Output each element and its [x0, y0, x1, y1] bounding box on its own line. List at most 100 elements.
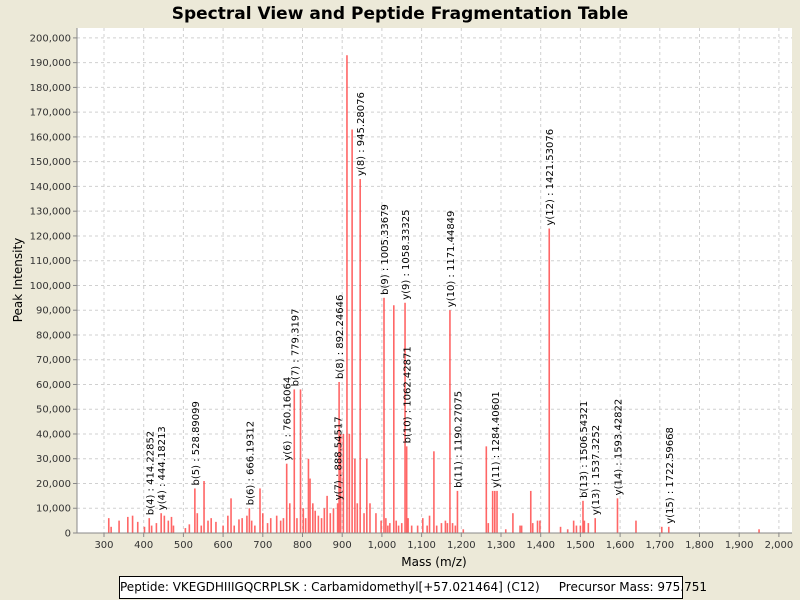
peak-bar	[227, 515, 229, 533]
peak-bar	[579, 525, 582, 533]
peak-bar	[504, 529, 507, 533]
y-tick-label: 190,000	[30, 58, 71, 69]
peak-bar	[407, 518, 409, 533]
peak-annotation: b(6) : 666.19312	[245, 421, 256, 505]
x-tick-label: 1,200	[447, 540, 476, 551]
peak-bar	[400, 523, 403, 533]
peak-annotation: y(13) : 1537.3252	[591, 425, 602, 515]
peak-bar	[529, 490, 532, 533]
peak-bar	[383, 297, 385, 533]
peak-annotation: y(4) : 444.18213	[157, 426, 168, 510]
peak-bar	[531, 523, 534, 533]
peak-bar	[259, 488, 261, 533]
peak-bar	[346, 55, 348, 533]
y-tick-label: 100,000	[30, 281, 71, 292]
peak-bar	[456, 490, 459, 533]
peak-annotation: b(5) : 528.89099	[191, 401, 202, 485]
peak-bar	[269, 518, 272, 533]
peak-bar	[435, 525, 438, 533]
peak-bar	[275, 515, 278, 533]
peak-bar	[279, 520, 282, 533]
y-tick-label: 90,000	[36, 306, 71, 317]
peak-annotation: y(8) : 945.28076	[356, 92, 367, 176]
peak-bar	[200, 525, 203, 533]
peak-bar	[323, 508, 326, 533]
chart-title: Spectral View and Peptide Fragmentation …	[171, 4, 629, 24]
peak-bar	[389, 523, 391, 533]
y-axis-label: Peak Intensity	[11, 238, 25, 323]
peak-annotation: b(9) : 1005.33679	[380, 204, 391, 295]
peak-bar	[246, 515, 248, 533]
y-tick-label: 180,000	[30, 83, 71, 94]
peak-bar	[118, 520, 120, 533]
peak-bar	[282, 518, 285, 533]
peak-bar	[215, 521, 217, 533]
peak-bar	[462, 529, 465, 533]
peak-bar	[110, 526, 112, 533]
peak-bar	[369, 503, 371, 533]
peak-bar	[167, 520, 170, 533]
peak-bar	[359, 179, 361, 534]
x-tick-label: 500	[174, 540, 193, 551]
peak-bar	[416, 525, 419, 533]
peak-annotation: y(6) : 760.16064	[283, 377, 294, 461]
peak-annotation: b(8) : 892.24646	[335, 295, 346, 379]
peak-bar	[261, 513, 264, 533]
peak-bar	[536, 520, 539, 533]
peak-bar	[433, 451, 435, 533]
peak-bar	[348, 433, 351, 533]
y-tick-label: 170,000	[30, 108, 71, 119]
peak-bar	[196, 513, 199, 533]
peak-bar	[210, 518, 212, 533]
peak-bar	[660, 526, 663, 533]
peak-bar	[446, 523, 449, 533]
peak-bar	[299, 389, 302, 533]
peak-bar	[309, 478, 311, 533]
peak-bar	[583, 520, 586, 533]
y-tick-label: 70,000	[36, 355, 71, 366]
x-tick-label: 1,100	[407, 540, 436, 551]
peak-annotation: b(7) : 779.3197	[290, 308, 301, 386]
x-tick-label: 1,600	[606, 540, 635, 551]
x-tick-label: 800	[293, 540, 312, 551]
peak-bar	[241, 518, 243, 533]
peak-bar	[444, 520, 447, 533]
y-tick-label: 160,000	[30, 132, 71, 143]
peak-bar	[314, 510, 317, 533]
x-tick-label: 400	[134, 540, 153, 551]
y-tick-label: 110,000	[30, 256, 71, 267]
peak-bar	[451, 523, 454, 533]
peak-bar	[163, 515, 166, 533]
peak-bar	[363, 513, 365, 533]
peak-bar	[329, 513, 332, 533]
peptide-text: Peptide: VKEGDHIIIGQCRPLSK : Carbamidome…	[120, 580, 540, 594]
x-tick-label: 300	[94, 540, 113, 551]
peak-bar	[405, 446, 408, 533]
peak-annotation: y(12) : 1421.53076	[545, 129, 556, 226]
peak-bar	[222, 525, 224, 533]
peak-bar	[410, 525, 413, 533]
peak-bar	[184, 528, 187, 533]
y-tick-label: 140,000	[30, 182, 71, 193]
peak-bar	[107, 518, 110, 533]
peak-bar	[188, 524, 191, 533]
y-tick-label: 20,000	[36, 479, 71, 490]
peak-bar	[635, 520, 637, 533]
x-tick-label: 1,900	[725, 540, 754, 551]
peak-annotation: y(15) : 1722.59668	[665, 427, 676, 524]
peak-bar	[207, 520, 209, 533]
peak-bar	[136, 521, 139, 533]
peak-annotation: b(11) : 1190.27075	[453, 391, 464, 488]
peak-bar	[385, 518, 387, 533]
peak-bar	[155, 523, 158, 533]
y-tick-label: 120,000	[30, 231, 71, 242]
peak-annotation: y(11) : 1284.40601	[491, 391, 502, 488]
peak-bar	[380, 520, 382, 533]
peak-bar	[404, 302, 406, 533]
y-tick-label: 40,000	[36, 429, 71, 440]
peak-bar	[160, 513, 162, 533]
peak-bar	[397, 525, 400, 533]
peak-bar	[426, 525, 428, 533]
peak-bar	[143, 526, 146, 533]
peak-bar	[559, 526, 562, 533]
